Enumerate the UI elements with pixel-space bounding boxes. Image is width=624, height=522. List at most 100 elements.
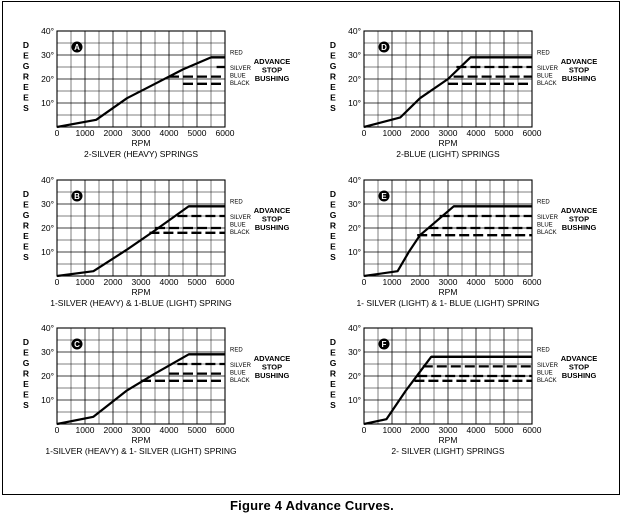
bushing-label-black: BLACK [537,378,557,384]
x-tick-label: 5000 [188,128,207,138]
x-tick-label: 3000 [132,277,151,287]
advance-curve [56,353,225,426]
y-tick-label: 10° [41,247,54,257]
advance-stop-bushing-label: STOP [262,66,282,75]
y-tick-label: 30° [41,347,54,357]
x-tick-label: 2000 [104,128,123,138]
bushing-label-silver: SILVER [537,215,559,221]
chart-panel-e: 0 1000 2000 3000 4000 5000 6000 10° 20° 30° 40° RPM… [330,175,598,308]
x-tick-label: 4000 [467,277,486,287]
y-tick-label: 20° [41,223,54,233]
bushing-label-silver: SILVER [230,66,252,72]
plot-border [56,179,226,277]
bushing-label-red: RED [230,199,243,205]
x-tick-label: 1000 [76,277,95,287]
x-axis-label: RPM [132,138,151,148]
y-tick-label: 40° [348,323,361,333]
advance-stop-bushing-label: ADVANCE [254,354,291,363]
x-tick-label: 5000 [495,425,514,435]
bushing-label-blue: BLUE [230,371,246,377]
x-tick-label: 3000 [439,128,458,138]
panel-letter: C [74,340,80,349]
advance-curve [363,205,532,278]
panel-letter: A [74,43,80,52]
x-tick-label: 4000 [467,128,486,138]
panel-badge [378,190,390,202]
x-tick-label: 6000 [523,277,542,287]
x-tick-label: 3000 [132,425,151,435]
chart-panel-c: 0 1000 2000 3000 4000 5000 6000 10° 20° 30° 40° RPM… [23,323,291,456]
bushing-label-red: RED [537,50,550,56]
panel-letter: D [381,43,387,52]
chart-panel-b: 0 1000 2000 3000 4000 5000 6000 10° 20° 30° 40° RPM… [23,175,291,308]
x-tick-label: 0 [362,277,367,287]
advance-curve [56,205,225,278]
bushing-label-black: BLACK [230,230,250,236]
y-tick-label: 40° [348,175,361,185]
panel-badge [71,190,83,202]
advance-stop-bushing-label: STOP [569,66,589,75]
y-tick-label: 30° [348,199,361,209]
x-tick-label: 4000 [160,425,179,435]
y-tick-label: 20° [348,74,361,84]
advance-curve [363,355,532,426]
x-tick-label: 5000 [188,277,207,287]
x-tick-label: 2000 [104,425,123,435]
y-tick-label: 40° [41,323,54,333]
bushing-label-black: BLACK [230,378,250,384]
bushing-label-black: BLACK [230,81,250,87]
y-tick-label: 30° [41,50,54,60]
x-tick-label: 6000 [523,425,542,435]
advance-stop-bushing-label: ADVANCE [561,57,598,66]
panel-letter: F [382,340,387,349]
advance-stop-bushing-label: ADVANCE [561,354,598,363]
x-tick-label: 3000 [439,277,458,287]
x-tick-label: 6000 [216,277,235,287]
advance-stop-bushing-label: ADVANCE [561,206,598,215]
x-tick-label: 3000 [132,128,151,138]
x-tick-label: 0 [362,425,367,435]
bushing-label-blue: BLUE [230,74,246,80]
chart-title: 1-SILVER (HEAVY) & 1-BLUE (LIGHT) SPRING [50,298,232,308]
x-tick-label: 6000 [523,128,542,138]
advance-stop-bushing-label: BUSHING [562,74,597,83]
advance-stop-bushing-label: BUSHING [562,223,597,232]
advance-stop-bushing-label: STOP [569,215,589,224]
x-tick-label: 0 [55,277,60,287]
x-tick-label: 0 [55,128,60,138]
bushing-label-black: BLACK [537,230,557,236]
y-tick-label: 10° [348,98,361,108]
advance-curve [363,56,532,129]
chart-panel-d: 0 1000 2000 3000 4000 5000 6000 10° 20° 30° 40° RPM… [330,26,598,159]
x-tick-label: 1000 [76,425,95,435]
plot-border [56,327,226,425]
x-axis-label: RPM [132,435,151,445]
chart-title: 2-SILVER (HEAVY) SPRINGS [84,149,198,159]
x-axis-label: RPM [439,287,458,297]
advance-stop-bushing-label: BUSHING [562,371,597,380]
advance-stop-bushing-label: STOP [262,363,282,372]
chart-title: 2-BLUE (LIGHT) SPRINGS [396,149,500,159]
x-tick-label: 2000 [104,277,123,287]
bushing-label-blue: BLUE [230,223,246,229]
y-tick-label: 10° [41,98,54,108]
chart-title: 1- SILVER (LIGHT) & 1- BLUE (LIGHT) SPRI… [356,298,539,308]
x-tick-label: 5000 [495,277,514,287]
x-tick-label: 1000 [383,277,402,287]
y-tick-label: 40° [41,175,54,185]
panel-badge [378,338,390,350]
y-tick-label: 10° [41,395,54,405]
panel-badge [71,338,83,350]
y-tick-label: 30° [348,347,361,357]
y-tick-label: 30° [348,50,361,60]
advance-stop-bushing-label: ADVANCE [254,57,291,66]
advance-curve [56,56,225,129]
y-tick-label: 20° [41,371,54,381]
x-tick-label: 4000 [160,277,179,287]
bushing-label-silver: SILVER [230,363,252,369]
y-tick-label: 40° [41,26,54,36]
